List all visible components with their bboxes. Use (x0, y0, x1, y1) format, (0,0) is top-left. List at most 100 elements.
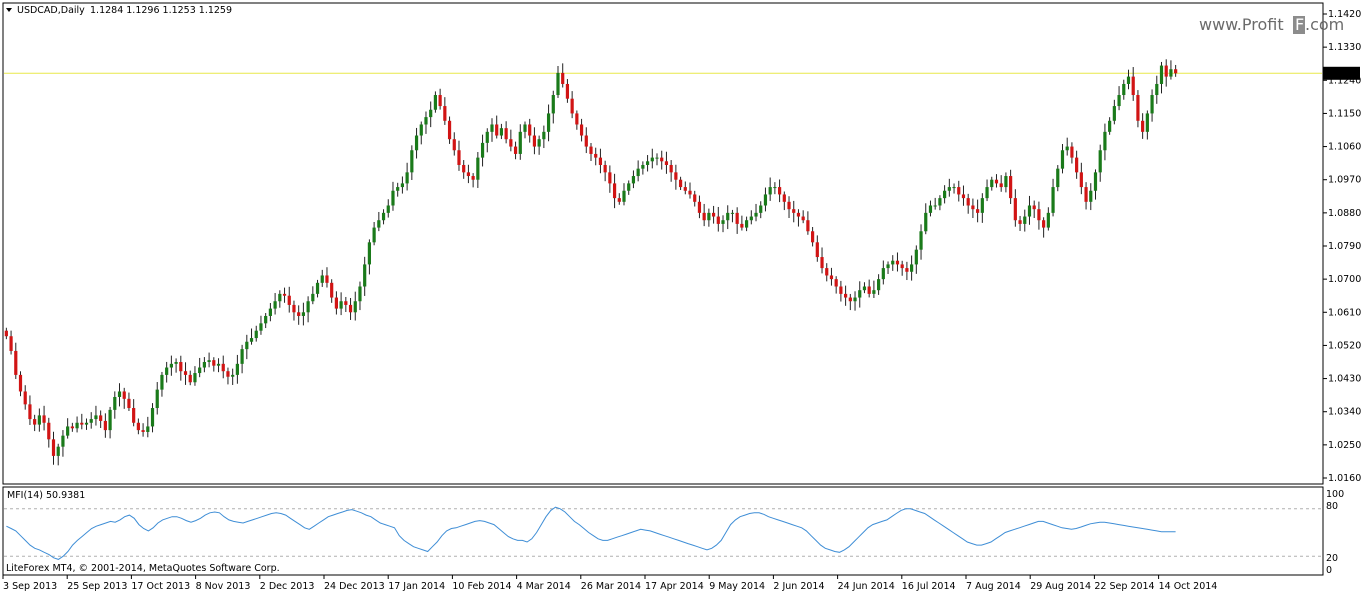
candle-down (532, 135, 537, 147)
candle-down (683, 187, 687, 191)
candle-up (339, 301, 343, 309)
candle-up (367, 242, 372, 265)
candle-up (268, 308, 272, 316)
mfi-level-0: 0 (1326, 565, 1332, 576)
candle-up (37, 415, 41, 425)
candle-down (80, 422, 84, 425)
candle-up (377, 220, 381, 228)
candle-down (584, 135, 588, 147)
candle-up (75, 422, 79, 429)
candle-up (655, 157, 659, 159)
candle-down (1075, 157, 1079, 173)
candle-down (282, 293, 287, 296)
candle-down (1032, 205, 1036, 210)
candle-down (971, 205, 975, 210)
candle-down (1141, 120, 1145, 132)
candle-down (1042, 220, 1046, 228)
candle-up (622, 190, 626, 202)
candle-up (924, 212, 928, 232)
mfi-level-20: 20 (1326, 553, 1338, 564)
candle-down (716, 216, 720, 224)
triangle-down-icon[interactable] (6, 8, 12, 12)
candle-down (787, 201, 791, 210)
candle-down (509, 139, 513, 147)
candle-up (877, 279, 881, 291)
candle-up (546, 113, 551, 132)
candle-up (1122, 83, 1126, 96)
candle-up (1112, 106, 1116, 121)
x-tick-label: 4 Mar 2014 (517, 581, 571, 592)
candle-up (94, 415, 98, 420)
y-tick-label: 1.1060 (1328, 142, 1361, 153)
candle-down (18, 374, 23, 392)
candle-up (363, 264, 367, 287)
candle-down (528, 124, 532, 136)
candle-down (612, 183, 617, 199)
y-tick-label: 1.1420 (1328, 9, 1361, 20)
candle-up (1046, 212, 1050, 228)
candle-down (103, 420, 107, 431)
candle-down (810, 231, 815, 243)
candle-down (1013, 198, 1017, 221)
candle-up (155, 389, 159, 409)
candle-up (1098, 150, 1102, 173)
candle-up (358, 286, 362, 302)
candle-up (763, 194, 768, 206)
candle-down (221, 363, 225, 372)
candle-down (994, 179, 999, 184)
candle-down (834, 279, 838, 287)
y-tick-label: 1.1150 (1328, 108, 1361, 119)
candle-up (419, 124, 423, 136)
candle-up (306, 301, 310, 313)
candle-down (287, 295, 291, 305)
candle-down (735, 212, 739, 224)
candle-up (726, 212, 730, 221)
candle-down (796, 212, 801, 217)
candle-down (297, 312, 301, 316)
candle-down (70, 426, 74, 429)
candle-up (207, 360, 211, 362)
candle-up (938, 198, 942, 206)
candle-down (664, 161, 669, 165)
candle-up (551, 95, 555, 114)
candle-up (1169, 69, 1173, 77)
candle-up (315, 282, 320, 294)
candle-up (61, 435, 65, 447)
chart-header: USDCAD,Daily 1.1284 1.1296 1.1253 1.1259 (6, 5, 232, 16)
candle-up (928, 205, 933, 213)
candle-down (815, 242, 819, 258)
candle-down (848, 297, 852, 302)
x-tick-label: 7 Aug 2014 (966, 581, 1021, 592)
watermark-logo: www.Profit F .com (1199, 15, 1344, 34)
candle-down (839, 286, 843, 294)
mfi-level-100: 100 (1326, 489, 1344, 500)
candle-down (495, 124, 499, 136)
candle-up (1117, 95, 1121, 107)
candle-up (84, 422, 89, 425)
candle-down (711, 212, 716, 217)
candle-down (674, 172, 678, 180)
candle-up (202, 362, 206, 368)
x-tick-label: 29 Aug 2014 (1030, 581, 1091, 592)
x-tick-label: 8 Nov 2013 (196, 581, 251, 592)
x-tick-label: 17 Jan 2014 (388, 581, 445, 592)
candle-down (471, 176, 475, 180)
mfi-line (6, 506, 1176, 560)
candle-up (259, 323, 263, 331)
candle-up (886, 264, 890, 269)
candle-up (872, 290, 876, 294)
x-tick-label: 25 Sep 2013 (67, 581, 127, 592)
candle-down (900, 264, 904, 269)
candle-down (42, 415, 46, 423)
mfi-axis: 100 80 20 0 (1326, 489, 1344, 576)
candle-up (273, 301, 277, 309)
candle-up (424, 117, 428, 125)
x-tick-label: 26 Mar 2014 (581, 581, 641, 592)
candle-up (980, 198, 984, 213)
candle-down (777, 187, 782, 195)
candle-up (1056, 168, 1060, 188)
candle-up (523, 124, 527, 132)
candle-down (561, 72, 565, 84)
candle-down (660, 157, 664, 162)
y-tick-label: 1.1240 (1328, 75, 1361, 86)
